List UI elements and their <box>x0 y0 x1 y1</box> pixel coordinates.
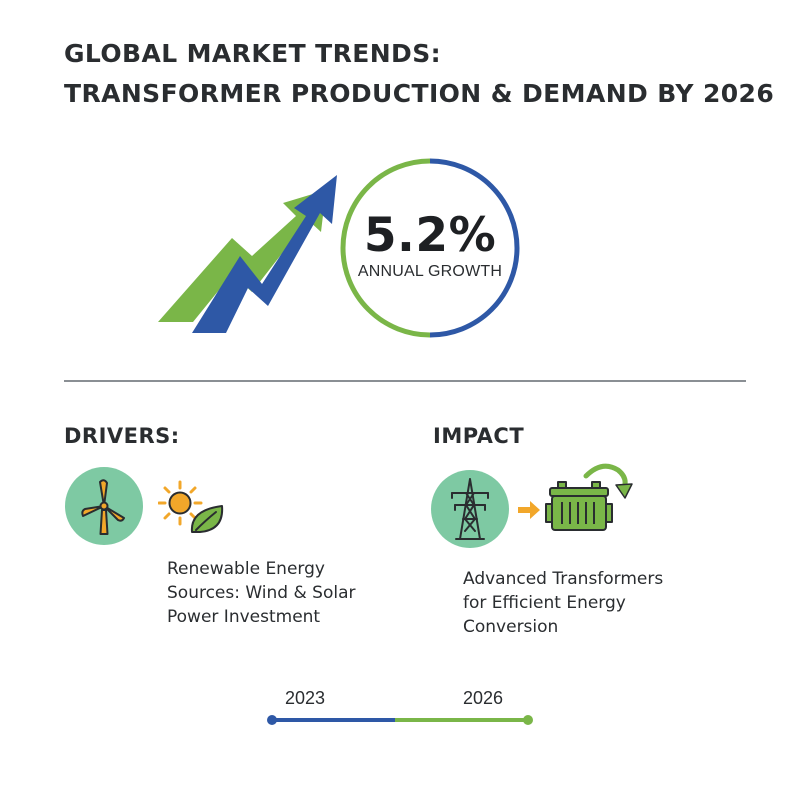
power-tower-icon <box>431 470 509 548</box>
page-title: GLOBAL MARKET TRENDS: TRANSFORMER PRODUC… <box>64 34 774 114</box>
wind-turbine-icon <box>65 467 143 545</box>
drivers-heading: DRIVERS: <box>64 424 180 448</box>
section-divider <box>64 380 746 382</box>
impact-text-line-2: for Efficient Energy <box>463 593 626 613</box>
title-line-1: GLOBAL MARKET TRENDS: <box>64 39 441 68</box>
growth-graphic <box>158 158 520 338</box>
blue-growth-arrow <box>192 175 337 333</box>
leaf-icon <box>190 505 224 533</box>
drivers-text-line-2: Sources: Wind & Solar <box>167 583 356 603</box>
growth-label: ANNUAL GROWTH <box>357 263 503 280</box>
timeline-end-dot <box>523 715 533 725</box>
impact-description: Advanced Transformers for Efficient Ener… <box>463 567 663 639</box>
drivers-text-line-1: Renewable Energy <box>167 559 325 579</box>
transformer-conversion-icon <box>518 463 633 531</box>
impact-text-line-3: Conversion <box>463 617 559 637</box>
recycle-arrow-icon <box>583 463 633 499</box>
growth-value: 5.2% <box>363 208 497 263</box>
impact-text-line-1: Advanced Transformers <box>463 569 664 589</box>
drivers-description: Renewable Energy Sources: Wind & Solar P… <box>167 557 356 629</box>
timeline-start-year: 2023 <box>285 688 326 708</box>
growth-ring-blue <box>429 158 520 338</box>
timeline-bar <box>267 715 533 725</box>
title-line-2: TRANSFORMER PRODUCTION & DEMAND BY 2026 <box>64 79 775 108</box>
sun-icon <box>158 480 203 526</box>
timeline-end-year: 2026 <box>463 688 504 708</box>
growth-stat: 5.2% ANNUAL GROWTH <box>338 210 522 282</box>
impact-heading: IMPACT <box>433 424 525 448</box>
green-growth-arrow <box>158 190 326 322</box>
sun-leaf-icon <box>158 480 224 533</box>
arrow-right-icon <box>518 501 540 519</box>
timeline-start-dot <box>267 715 277 725</box>
transformer-icon <box>545 481 613 531</box>
growth-ring-green <box>340 158 431 338</box>
drivers-text-line-3: Power Investment <box>167 607 321 627</box>
